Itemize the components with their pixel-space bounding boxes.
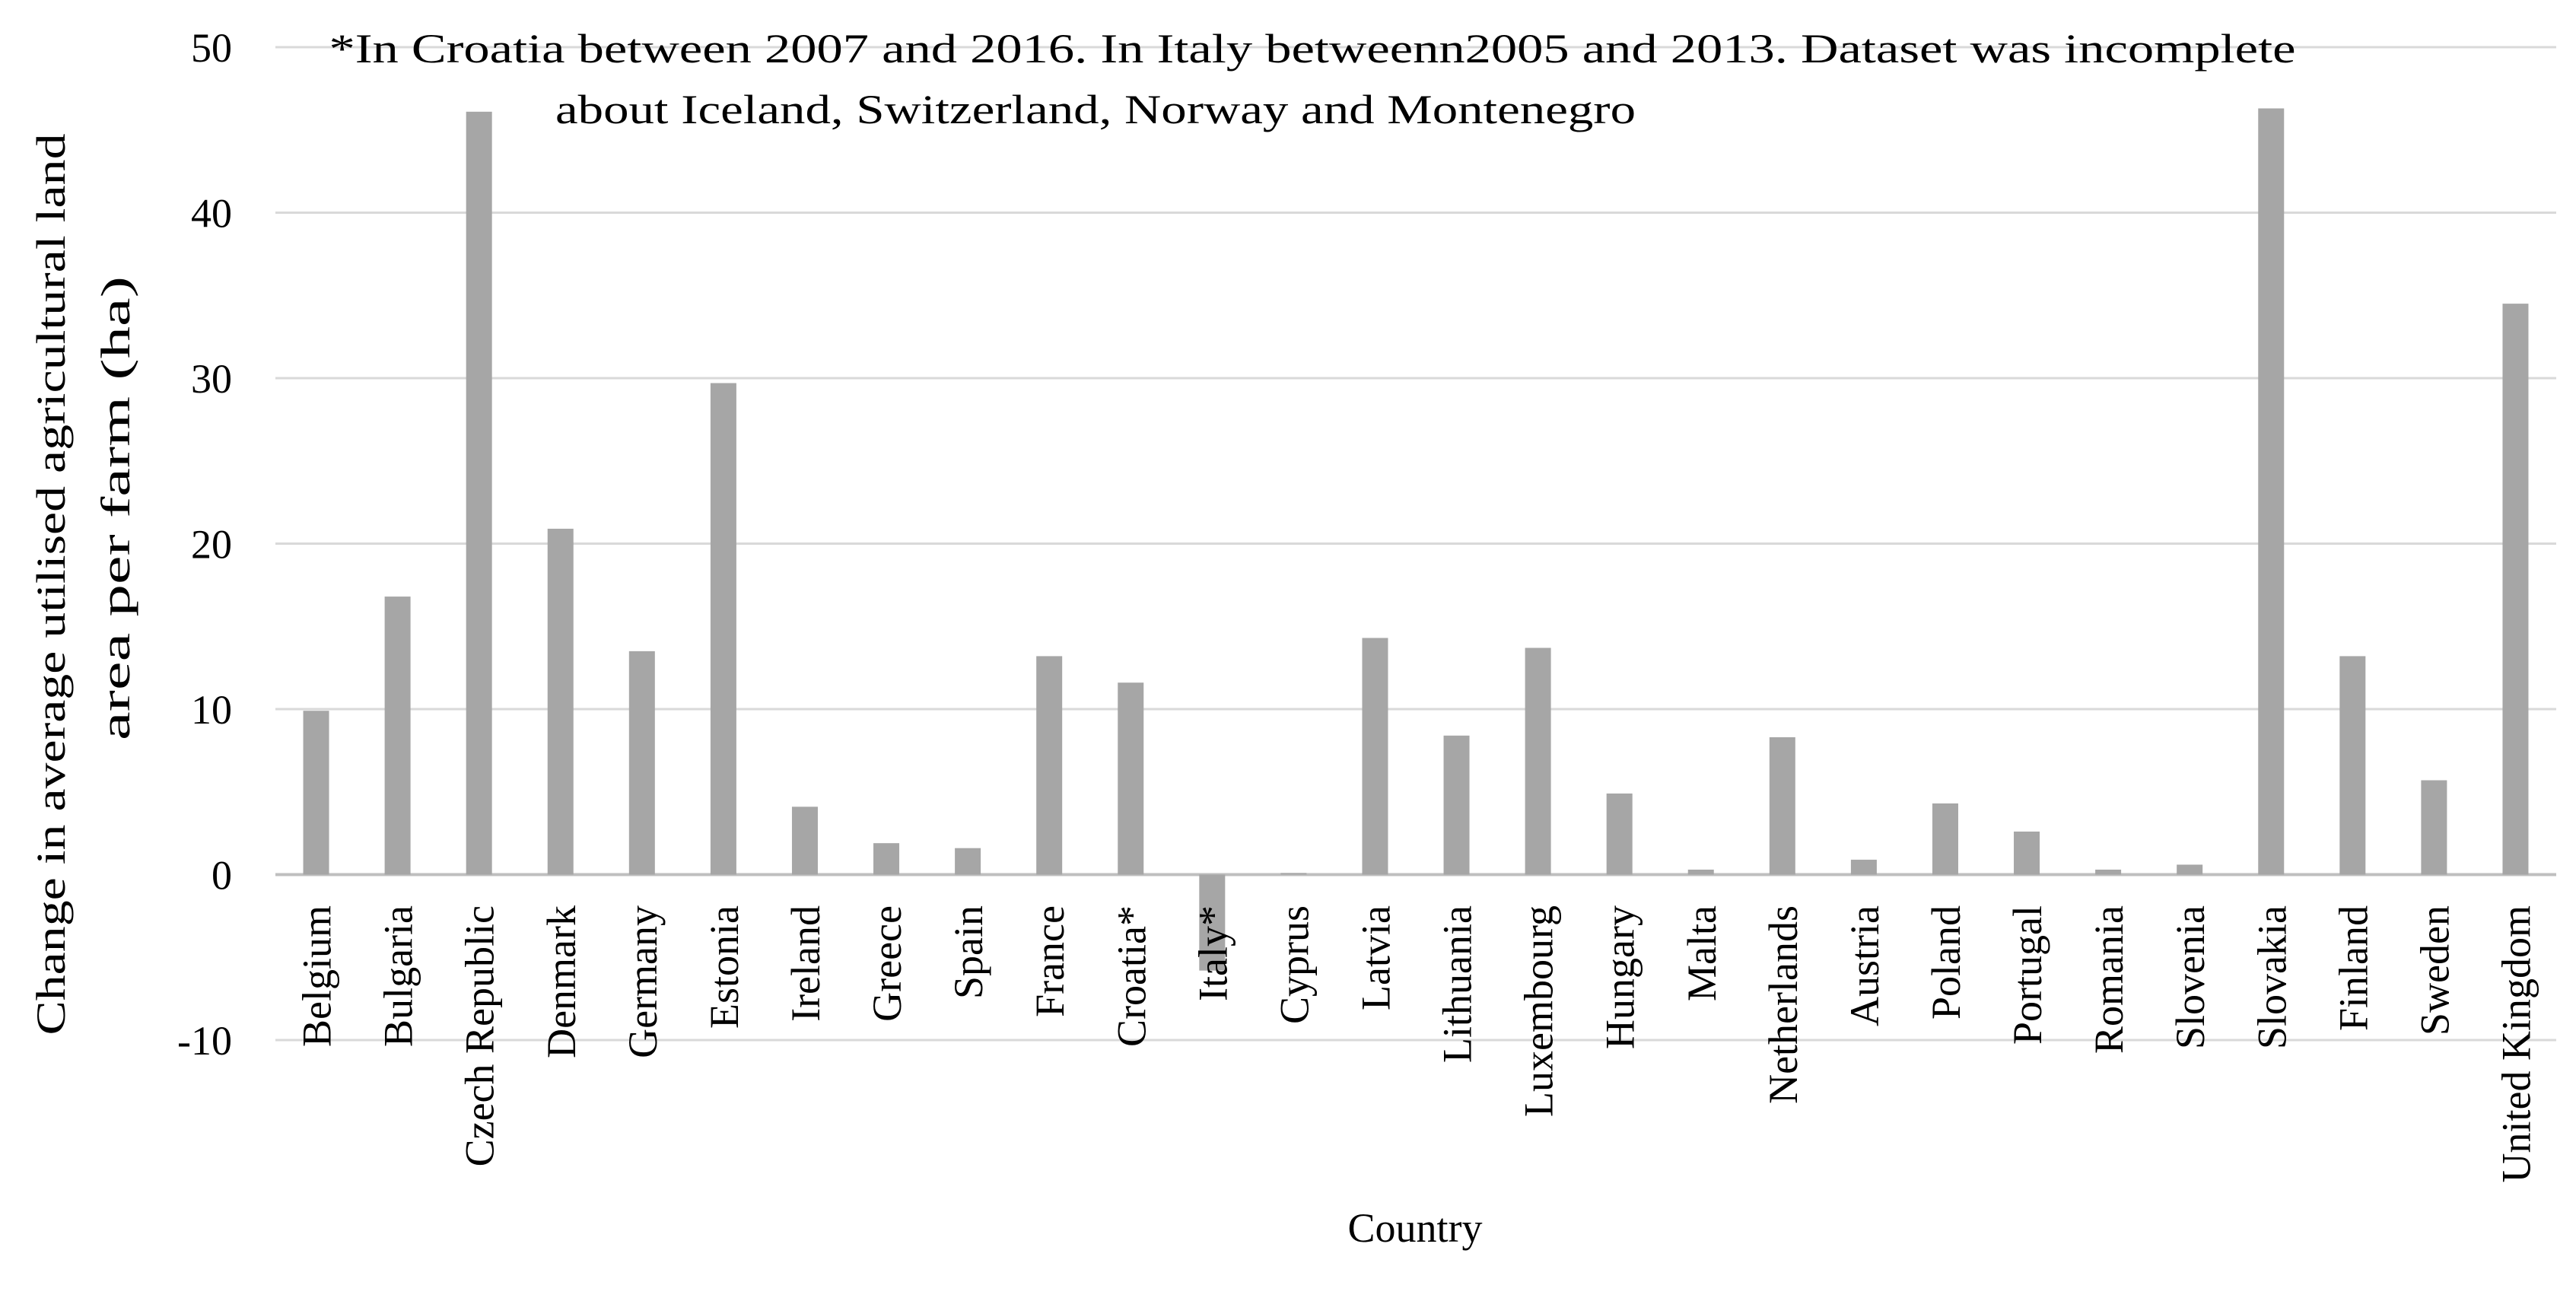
- x-tick-label: Sweden: [2412, 905, 2457, 1036]
- bar: [1850, 859, 1877, 875]
- x-tick-label: Belgium: [294, 905, 340, 1047]
- bar: [1769, 736, 1795, 875]
- x-tick-label: Croatia*: [1108, 905, 1154, 1047]
- bar: [1036, 656, 1063, 875]
- bar: [1525, 647, 1551, 875]
- y-tick-label: 10: [191, 687, 232, 733]
- bar: [303, 711, 329, 875]
- x-tick-label: France: [1027, 905, 1073, 1017]
- bar: [2177, 864, 2203, 875]
- x-tick-label: Germany: [620, 905, 666, 1058]
- x-tick-label: Finland: [2330, 905, 2376, 1031]
- x-tick-label: Netherlands: [1760, 905, 1806, 1104]
- x-tick-label: Portugal: [2005, 905, 2050, 1045]
- y-axis-label-line-2: area per farm (ha): [93, 276, 138, 740]
- x-tick-label: Greece: [864, 905, 910, 1022]
- bar: [547, 528, 574, 875]
- bar: [1932, 803, 1958, 875]
- x-tick-label: Italy*: [1190, 905, 1236, 1001]
- x-tick-label: Estonia: [701, 905, 747, 1029]
- x-tick-label: Czech Republic: [457, 905, 503, 1166]
- bar: [1606, 793, 1633, 875]
- bars: [303, 108, 2529, 971]
- x-tick-label: Hungary: [1598, 905, 1643, 1049]
- x-tick-label: United Kingdom: [2493, 905, 2539, 1182]
- x-tick-label: Latvia: [1353, 905, 1398, 1010]
- bar: [1280, 873, 1307, 875]
- x-axis-label: Country: [1347, 1205, 1482, 1251]
- x-tick-label: Ireland: [783, 905, 828, 1022]
- bar: [1362, 638, 1388, 875]
- bar: [1443, 735, 1470, 875]
- y-tick-label: 30: [191, 356, 232, 402]
- x-tick-label: Slovenia: [2167, 905, 2213, 1049]
- bar: [2258, 108, 2285, 875]
- bar: [384, 597, 411, 875]
- y-tick-label: 20: [191, 522, 232, 568]
- x-tick-label: Malta: [1679, 905, 1725, 1001]
- x-tick-label: Denmark: [539, 905, 584, 1058]
- bar: [2014, 831, 2040, 875]
- gridlines: [275, 46, 2556, 1042]
- annotation-line-1: *In Croatia between 2007 and 2016. In It…: [329, 26, 2296, 72]
- y-tick-label: -10: [177, 1018, 232, 1064]
- bar: [873, 843, 900, 875]
- bar: [628, 651, 655, 875]
- x-tick-label: Bulgaria: [376, 905, 421, 1047]
- bar: [2502, 304, 2529, 875]
- annotation-line-2: about Iceland, Switzerland, Norway and M…: [555, 87, 1636, 132]
- x-tick-label: Luxembourg: [1516, 905, 1562, 1117]
- bar: [710, 383, 736, 875]
- y-tick-label: 50: [191, 25, 232, 71]
- bar: [1199, 874, 1226, 971]
- bar: [791, 806, 818, 875]
- x-tick-label: Austria: [1842, 905, 1887, 1026]
- bar: [466, 111, 492, 875]
- x-tick-label: Spain: [946, 905, 991, 999]
- x-tick-label: Cyprus: [1271, 905, 1317, 1024]
- x-tick-label: Lithuania: [1435, 905, 1480, 1063]
- bar: [955, 848, 981, 875]
- y-tick-label: 0: [211, 853, 232, 899]
- bar: [2095, 869, 2122, 875]
- bar: [1687, 869, 1714, 875]
- y-tick-labels: -10 0 10 20 30 40 50: [177, 25, 232, 1064]
- x-tick-label: Slovakia: [2249, 905, 2295, 1049]
- bar: [2339, 656, 2366, 875]
- bar: [2421, 780, 2447, 875]
- bar: [1118, 682, 1144, 875]
- x-tick-labels: Belgium Bulgaria Czech Republic Denmark Germ…: [294, 905, 2539, 1183]
- x-tick-label: Poland: [1923, 905, 1969, 1020]
- x-tick-label: Romania: [2086, 905, 2132, 1054]
- y-axis-label-line-1: Change in average utilised agricultural …: [28, 134, 74, 1036]
- y-tick-label: 40: [191, 191, 232, 237]
